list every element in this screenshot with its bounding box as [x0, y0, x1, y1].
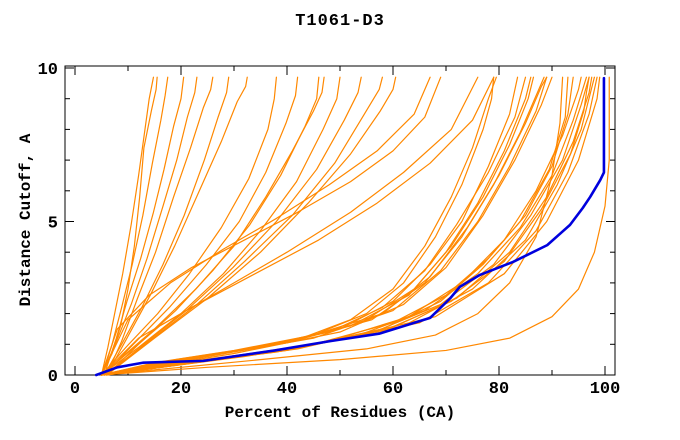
model-curve	[106, 76, 362, 376]
model-curve	[100, 76, 341, 376]
model-curve	[106, 76, 214, 376]
model-curve	[100, 76, 155, 376]
model-curve	[100, 76, 277, 376]
model-curve	[101, 76, 169, 376]
x-tick-label: 60	[383, 380, 403, 399]
model-curve	[103, 76, 230, 376]
y-tick-label: 0	[48, 368, 58, 387]
model-curve	[100, 76, 431, 376]
highlighted-curve	[94, 76, 606, 377]
model-curve	[100, 76, 553, 376]
model-curve	[100, 76, 532, 376]
model-curve	[106, 76, 248, 376]
model-curve	[100, 76, 610, 376]
y-tick-label: 10	[38, 61, 58, 80]
model-curve	[106, 76, 548, 376]
x-tick-label: 20	[171, 380, 191, 399]
model-curve	[100, 76, 442, 376]
model-curve	[100, 76, 479, 376]
x-tick-label: 80	[489, 380, 509, 399]
y-tick-label: 5	[48, 215, 58, 234]
x-tick-label: 100	[590, 380, 621, 399]
model-curve	[106, 76, 397, 376]
x-tick-label: 0	[70, 380, 80, 399]
x-axis-label: Percent of Residues (CA)	[224, 404, 456, 422]
x-tick-label: 40	[277, 380, 297, 399]
chart-title: T1061-D3	[295, 12, 385, 31]
model-curve	[100, 76, 198, 376]
model-curve	[100, 76, 548, 376]
model-curve	[103, 76, 299, 376]
model-curve	[100, 76, 495, 376]
model-curve	[100, 76, 325, 376]
y-axis-label-text: Distance Cutoff, A	[17, 133, 35, 307]
